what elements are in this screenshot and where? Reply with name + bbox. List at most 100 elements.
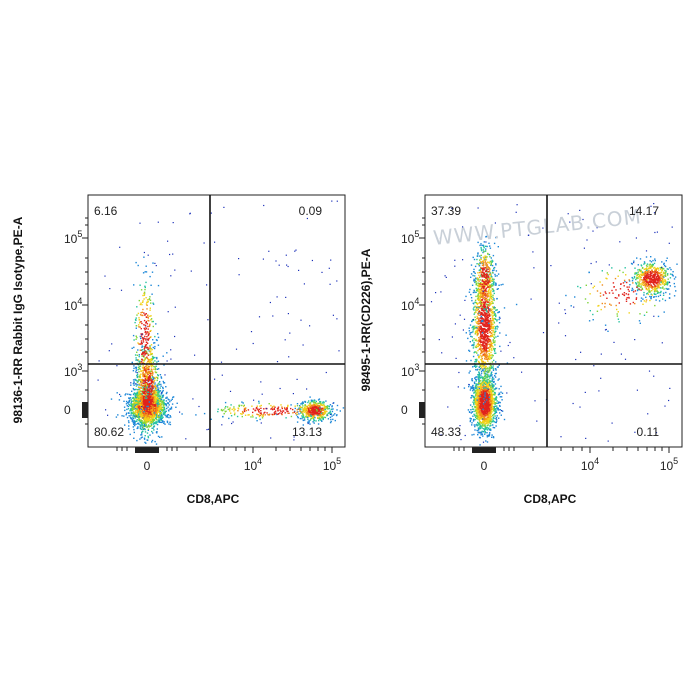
event-dot-p0-0 <box>153 365 155 368</box>
event-dot-p0-0 <box>172 396 175 398</box>
event-dot-p0-2 <box>274 406 276 408</box>
event-dot-p0-2 <box>308 415 310 417</box>
event-dot-p0-0 <box>155 403 157 405</box>
event-dot-p0-2 <box>317 406 319 408</box>
event-dot-p1-0 <box>494 391 496 394</box>
event-dot-p0-2 <box>321 413 323 415</box>
event-dot-p0-2 <box>317 413 319 415</box>
event-dot-p0-0 <box>137 406 140 409</box>
event-dot-p0-2 <box>258 402 260 404</box>
event-dot-p0-0 <box>160 408 162 410</box>
event-dot-p0-0 <box>136 404 138 407</box>
event-dot-p0-2 <box>312 415 314 417</box>
y-tick-label-left-1e5: 105 <box>64 229 82 246</box>
event-dot-p0-0 <box>158 404 161 407</box>
event-dot-p0-0 <box>148 415 150 418</box>
event-dot-p0-0 <box>147 378 150 380</box>
event-dot-p0-0 <box>157 406 159 408</box>
event-dot-p0-0 <box>166 397 168 399</box>
event-dot-noise-0 <box>238 274 240 276</box>
event-dot-p0-0 <box>133 406 135 408</box>
event-dot-p0-2 <box>308 400 310 402</box>
event-dot-p0-2 <box>217 410 219 413</box>
event-dot-p0-0 <box>151 381 154 383</box>
event-dot-p0-2 <box>303 406 306 409</box>
event-dot-p0-2 <box>311 400 314 403</box>
event-dot-p0-0 <box>143 391 145 393</box>
event-dot-p0-0 <box>153 401 155 403</box>
event-dot-p0-0 <box>161 420 164 423</box>
event-dot-p0-2 <box>309 407 312 410</box>
event-dot-p0-1 <box>157 284 160 287</box>
event-dot-p0-0 <box>141 407 143 409</box>
y-tick-label-left-1e4: 104 <box>64 296 82 313</box>
event-dot-p0-0 <box>145 418 147 420</box>
y-axis-left <box>82 217 88 425</box>
event-dot-p0-1 <box>150 284 152 286</box>
event-dot-p0-2 <box>258 400 260 403</box>
event-dot-p0-0 <box>141 349 144 351</box>
event-dot-p1-0 <box>488 414 490 416</box>
event-dot-p0-0 <box>161 396 163 398</box>
event-dot-p0-0 <box>159 387 161 389</box>
event-dot-p0-0 <box>135 385 138 387</box>
event-dot-p0-0 <box>145 404 147 406</box>
event-dot-p1-0 <box>491 436 493 438</box>
event-dot-p0-2 <box>210 418 212 420</box>
event-dot-p0-2 <box>336 414 338 416</box>
event-dot-p1-0 <box>490 408 493 410</box>
event-dot-p0-1 <box>146 367 148 369</box>
event-dot-p0-0 <box>159 409 161 412</box>
event-dot-p0-2 <box>307 410 310 412</box>
event-dot-p1-0 <box>477 409 479 412</box>
event-dot-p0-2 <box>313 412 315 414</box>
scatter-layer-right <box>430 203 678 446</box>
event-dot-p0-0 <box>142 405 145 407</box>
event-dot-p0-0 <box>163 382 165 384</box>
event-dot-p0-1 <box>137 312 140 315</box>
event-dot-p0-0 <box>142 371 144 374</box>
event-dot-p1-0 <box>475 380 477 382</box>
event-dot-noise-0 <box>294 250 296 252</box>
event-dot-p0-2 <box>297 417 299 419</box>
event-dot-p0-2 <box>317 423 320 425</box>
event-dot-p0-0 <box>133 365 135 367</box>
event-dot-p0-1 <box>143 327 145 330</box>
event-dot-p0-0 <box>153 402 156 404</box>
event-dot-p0-0 <box>132 412 134 415</box>
event-dot-p0-2 <box>309 402 312 404</box>
event-dot-p0-1 <box>145 345 147 347</box>
event-dot-p0-0 <box>144 359 146 361</box>
event-dot-p0-2 <box>322 407 324 409</box>
event-dot-p0-0 <box>137 422 139 425</box>
event-dot-p0-0 <box>149 434 151 436</box>
event-dot-p0-0 <box>157 395 159 397</box>
event-dot-p0-0 <box>135 411 137 413</box>
event-dot-p0-2 <box>318 419 320 422</box>
event-dot-p0-0 <box>144 397 146 399</box>
event-dot-p0-1 <box>132 382 135 385</box>
event-dot-p0-1 <box>152 262 154 264</box>
event-dot-p0-1 <box>141 380 143 382</box>
event-dot-noise-0 <box>206 284 208 286</box>
event-dot-p0-2 <box>322 414 324 416</box>
event-dot-p0-1 <box>144 344 147 346</box>
event-dot-p0-0 <box>146 426 148 428</box>
event-dot-p0-0 <box>141 408 143 410</box>
event-dot-p0-0 <box>163 408 166 411</box>
event-dot-p1-0 <box>483 383 485 386</box>
event-dot-p0-0 <box>149 415 151 417</box>
event-dot-p0-2 <box>325 400 327 402</box>
event-dot-p0-0 <box>152 432 154 434</box>
event-dot-p0-0 <box>168 404 170 406</box>
event-dot-p1-0 <box>482 424 484 427</box>
event-dot-p1-0 <box>493 413 495 416</box>
event-dot-p1-0 <box>477 432 479 434</box>
event-dot-p1-0 <box>478 382 480 384</box>
event-dot-noise-0 <box>296 378 298 380</box>
event-dot-p0-2 <box>243 404 245 406</box>
event-dot-p0-0 <box>144 365 146 368</box>
event-dot-p0-1 <box>154 335 156 338</box>
event-dot-p0-2 <box>310 400 313 403</box>
event-dot-p1-0 <box>475 393 477 395</box>
